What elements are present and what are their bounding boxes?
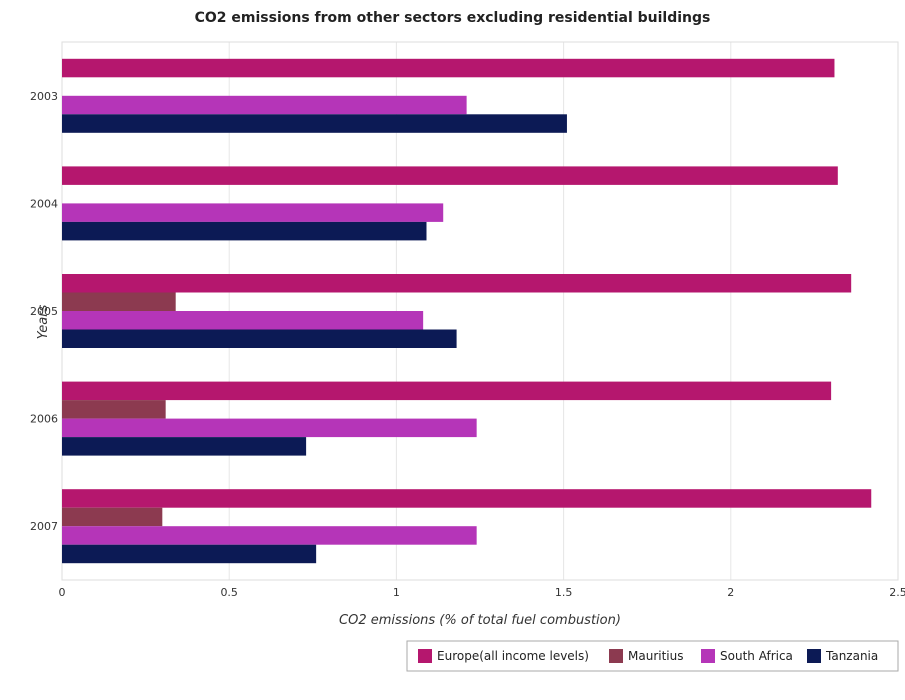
bar-tanzania-2003 — [62, 114, 567, 133]
bar-tanzania-2007 — [62, 544, 317, 564]
y-tick-label-2007: 2007 — [30, 520, 58, 533]
y-tick-labels: 2003 2004 2005 2006 2007 — [30, 90, 58, 533]
legend-swatch — [807, 649, 821, 663]
bar-south-africa-2007 — [62, 526, 477, 545]
bar-mauritius-2007 — [62, 507, 163, 527]
y-tick-label-2006: 2006 — [30, 413, 58, 426]
bar-europe-all-income-levels-2006 — [62, 381, 832, 401]
bar-europe-all-income-levels-2003 — [62, 58, 835, 78]
legend: Europe(all income levels) Mauritius South … — [406, 640, 899, 672]
legend-label: Tanzania — [825, 649, 878, 663]
x-tick-label: 0 — [59, 586, 66, 599]
x-tick-label: 1.5 — [555, 586, 573, 599]
chart-title: CO2 emissions from other sectors excludi… — [194, 10, 711, 26]
bar-europe-all-income-levels-2004 — [62, 166, 838, 185]
bar-tanzania-2006 — [62, 437, 307, 456]
bar-south-africa-2003 — [62, 95, 467, 115]
y-axis-title: Years — [36, 304, 51, 339]
y-tick-label-2003: 2003 — [30, 90, 58, 103]
legend-swatch — [418, 649, 432, 663]
bar-europe-all-income-levels-2007 — [62, 489, 872, 508]
legend-label: Mauritius — [628, 649, 683, 663]
x-tick-label: 2.5 — [889, 586, 905, 599]
x-tick-label: 1 — [393, 586, 400, 599]
y-tick-label-2005: 2005 — [30, 305, 58, 318]
bar-south-africa-2005 — [62, 311, 424, 330]
bar-south-africa-2006 — [62, 418, 477, 438]
legend-label: South Africa — [720, 649, 793, 663]
bar-tanzania-2005 — [62, 329, 457, 348]
legend-swatch — [609, 649, 623, 663]
x-axis-title: CO2 emissions (% of total fuel combustio… — [339, 613, 621, 628]
bar-mauritius-2006 — [62, 400, 166, 419]
x-tick-label: 0.5 — [220, 586, 238, 599]
legend-swatch — [701, 649, 715, 663]
bar-tanzania-2004 — [62, 221, 427, 241]
x-tick-labels: 0 0.5 1 1.5 2 2.5 — [59, 586, 905, 599]
bar-mauritius-2005 — [62, 292, 176, 311]
y-tick-label-2004: 2004 — [30, 197, 58, 210]
bars — [62, 58, 872, 564]
x-tick-label: 2 — [727, 586, 734, 599]
bar-south-africa-2004 — [62, 203, 444, 222]
bar-europe-all-income-levels-2005 — [62, 274, 852, 293]
legend-label: Europe(all income levels) — [437, 649, 589, 663]
